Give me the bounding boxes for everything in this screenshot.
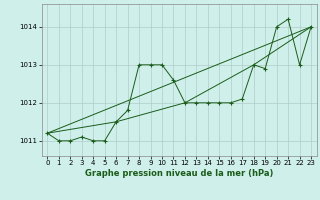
X-axis label: Graphe pression niveau de la mer (hPa): Graphe pression niveau de la mer (hPa) bbox=[85, 169, 273, 178]
